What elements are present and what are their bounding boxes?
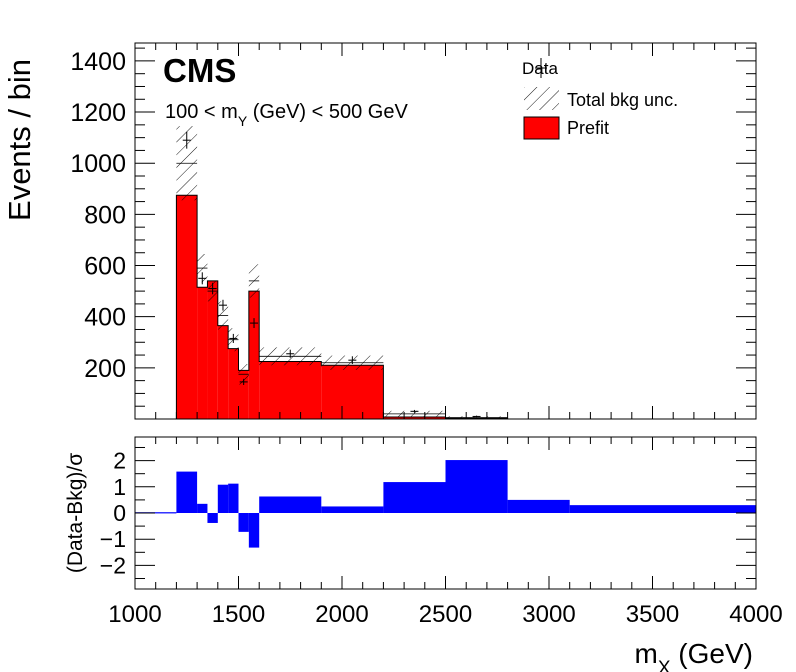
- legend-prefit-label: Prefit: [567, 118, 609, 138]
- pull-bar: [228, 483, 239, 513]
- ratio-y-tick-label: 1: [113, 474, 126, 500]
- data-point: [410, 409, 419, 413]
- pull-bar: [217, 484, 229, 513]
- pull-bar: [197, 503, 208, 513]
- main-axis-ticks: [135, 43, 756, 419]
- y-tick-label: 1200: [70, 99, 126, 127]
- prefit-bar: [228, 348, 239, 419]
- prefit-bars: [176, 195, 508, 419]
- ratio-y-tick-label: 2: [113, 448, 126, 474]
- y-tick-label: 800: [84, 201, 126, 229]
- legend-data-label: Data: [522, 59, 558, 78]
- x-tick-labels: 1000 1500 2000 2500 3000 3500 4000: [108, 601, 782, 628]
- pull-bar: [569, 505, 756, 513]
- pull-bar: [176, 471, 198, 513]
- pull-bar: [259, 496, 322, 513]
- data-point: [286, 349, 295, 358]
- data-point: [250, 318, 259, 329]
- selection-prefix: 100 < m: [165, 101, 238, 123]
- x-axis-title: mX (GeV): [635, 638, 753, 672]
- x-axis-title-unit: (GeV): [671, 638, 753, 669]
- data-point: [208, 282, 217, 295]
- y-tick-label: 400: [84, 304, 126, 332]
- cms-label: CMS: [163, 52, 236, 89]
- data-point: [229, 333, 238, 343]
- prefit-bar: [176, 195, 198, 419]
- data-point: [218, 299, 227, 311]
- data-point: [472, 415, 481, 418]
- x-tick-label: 2500: [419, 601, 472, 628]
- selection-suffix: (GeV) < 500 GeV: [247, 101, 408, 123]
- prefit-bar: [259, 361, 322, 419]
- data-point: [198, 272, 207, 285]
- main-panel: 200 400 600 800 1000 1200 1400: [70, 42, 757, 420]
- y-tick-label: 600: [84, 253, 126, 281]
- x-tick-label: 4000: [729, 601, 782, 628]
- pull-bar: [135, 512, 177, 514]
- ratio-y-tick-label: 0: [113, 500, 126, 526]
- pull-bars: [135, 460, 756, 548]
- legend-unc-swatch: [524, 87, 559, 110]
- pull-bar: [507, 499, 570, 513]
- data-points: [182, 131, 481, 418]
- y-tick-label: 200: [84, 355, 126, 383]
- x-axis-title-base: m: [635, 638, 658, 669]
- x-tick-label: 1500: [212, 601, 265, 628]
- legend: Data Total bkg unc. Prefit: [522, 58, 678, 140]
- prefit-bar: [383, 416, 446, 419]
- data-point: [239, 378, 248, 385]
- selection-label: 100 < mY (GeV) < 500 GeV: [165, 101, 408, 129]
- x-tick-label: 1000: [108, 601, 161, 628]
- ratio-y-tick-label: −2: [100, 552, 126, 578]
- x-tick-label: 2000: [315, 601, 368, 628]
- main-y-tick-labels: 200 400 600 800 1000 1200 1400: [70, 48, 126, 383]
- prefit-bar: [217, 325, 229, 419]
- data-point: [348, 356, 357, 365]
- prefit-bar: [197, 287, 208, 419]
- prefit-bar: [207, 280, 218, 419]
- ratio-y-tick-label: −1: [100, 526, 126, 552]
- prefit-bar: [248, 291, 260, 419]
- pull-bar: [321, 506, 384, 513]
- legend-prefit-swatch: [523, 116, 560, 140]
- selection-subscript: Y: [238, 113, 248, 129]
- y-tick-label: 1400: [70, 48, 126, 76]
- pull-bar: [248, 513, 260, 548]
- data-point: [182, 131, 191, 149]
- pull-bar: [383, 482, 446, 513]
- y-tick-label: 1000: [70, 150, 126, 178]
- legend-unc-label: Total bkg unc.: [567, 90, 678, 110]
- x-tick-label: 3000: [522, 601, 575, 628]
- ratio-y-axis-title: (Data-Bkg)/σ: [64, 453, 87, 573]
- prefit-bar: [238, 370, 249, 419]
- y-axis-title: Events / bin: [2, 59, 37, 221]
- x-tick-label: 3500: [626, 601, 679, 628]
- pull-bar: [445, 460, 508, 513]
- ratio-axis-ticks: [135, 437, 756, 589]
- prefit-bar: [321, 365, 384, 419]
- legend-data-marker: [535, 58, 547, 78]
- pull-bar: [238, 513, 249, 532]
- x-axis-title-subscript: X: [658, 658, 671, 672]
- pull-bar: [207, 513, 218, 523]
